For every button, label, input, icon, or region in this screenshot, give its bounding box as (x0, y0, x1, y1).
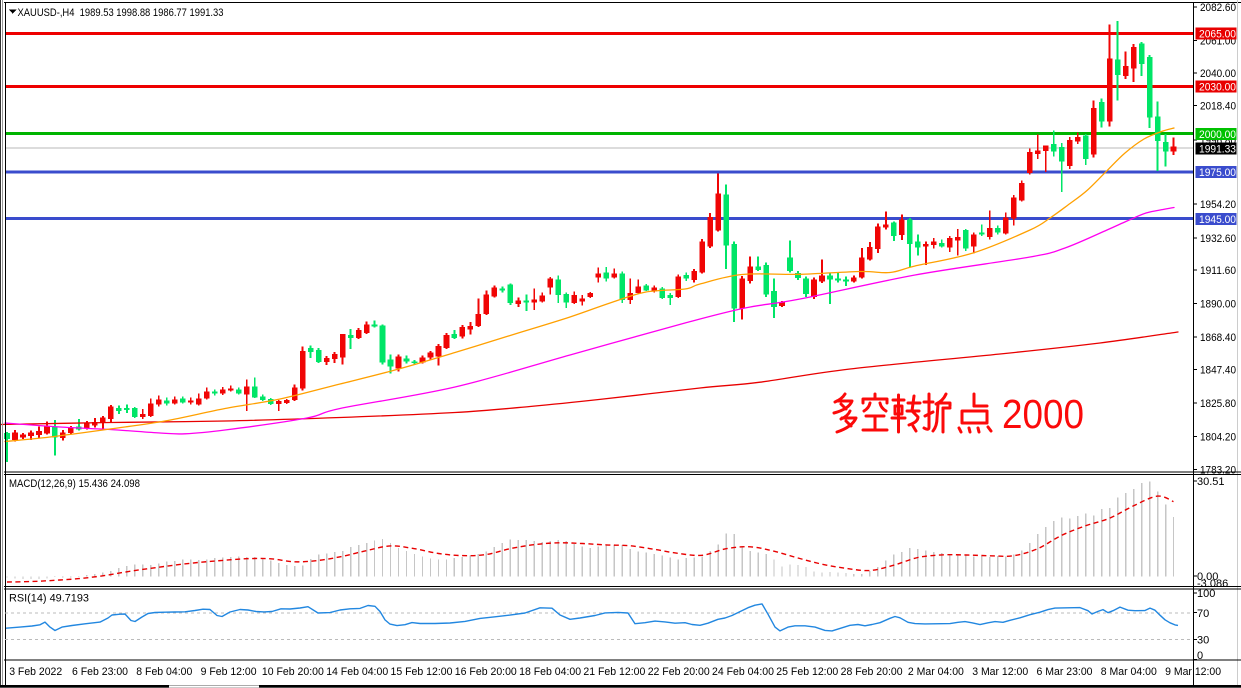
svg-text:28 Feb 20:00: 28 Feb 20:00 (841, 666, 903, 678)
svg-text:1868.40: 1868.40 (1200, 332, 1236, 344)
svg-text:22 Feb 20:00: 22 Feb 20:00 (648, 666, 710, 678)
svg-text:0.00: 0.00 (1197, 571, 1218, 583)
svg-text:8 Feb 04:00: 8 Feb 04:00 (136, 666, 192, 678)
svg-text:1911.60: 1911.60 (1200, 265, 1236, 277)
svg-text:2000.00: 2000.00 (1199, 129, 1236, 141)
svg-text:1954.20: 1954.20 (1200, 199, 1236, 211)
svg-text:2000: 2000 (1002, 391, 1084, 437)
svg-text:70: 70 (1197, 608, 1209, 620)
svg-text:14 Feb 04:00: 14 Feb 04:00 (326, 666, 388, 678)
svg-text:8 Mar 04:00: 8 Mar 04:00 (1101, 666, 1157, 678)
svg-text:XAUUSD-,H4 1989.53 1998.88 19: XAUUSD-,H4 1989.53 1998.88 1986.77 1991.… (18, 7, 224, 19)
svg-text:1804.20: 1804.20 (1200, 431, 1236, 443)
svg-text:24 Feb 04:00: 24 Feb 04:00 (712, 666, 774, 678)
svg-text:15 Feb 12:00: 15 Feb 12:00 (391, 666, 453, 678)
svg-text:25 Feb 12:00: 25 Feb 12:00 (776, 666, 838, 678)
svg-text:1975.00: 1975.00 (1199, 167, 1236, 179)
svg-text:16 Feb 20:00: 16 Feb 20:00 (455, 666, 517, 678)
svg-text:0: 0 (1197, 650, 1203, 662)
svg-text:1932.60: 1932.60 (1200, 233, 1236, 245)
svg-text:1945.00: 1945.00 (1199, 214, 1236, 226)
svg-text:2018.40: 2018.40 (1200, 100, 1236, 112)
svg-text:3 Mar 12:00: 3 Mar 12:00 (972, 666, 1028, 678)
svg-text:18 Feb 04:00: 18 Feb 04:00 (519, 666, 581, 678)
svg-text:-3.086: -3.086 (1197, 578, 1228, 590)
svg-text:2 Mar 04:00: 2 Mar 04:00 (908, 666, 964, 678)
svg-text:2040.00: 2040.00 (1200, 68, 1236, 80)
svg-text:1783.20: 1783.20 (1200, 464, 1236, 476)
svg-text:9 Mar 12:00: 9 Mar 12:00 (1165, 666, 1221, 678)
svg-text:9 Feb 12:00: 9 Feb 12:00 (201, 666, 257, 678)
svg-text:6 Feb 23:00: 6 Feb 23:00 (72, 666, 128, 678)
svg-text:2065.00: 2065.00 (1199, 28, 1236, 40)
svg-text:1991.33: 1991.33 (1199, 143, 1236, 155)
svg-text:6 Mar 23:00: 6 Mar 23:00 (1037, 666, 1093, 678)
svg-text:30: 30 (1197, 634, 1209, 646)
svg-text:2030.00: 2030.00 (1199, 81, 1236, 93)
svg-text:RSI(14) 49.7193: RSI(14) 49.7193 (9, 593, 89, 605)
svg-text:MACD(12,26,9) 15.436 24.098: MACD(12,26,9) 15.436 24.098 (9, 478, 140, 490)
svg-text:2082.60: 2082.60 (1200, 2, 1236, 14)
svg-text:10 Feb 20:00: 10 Feb 20:00 (262, 666, 324, 678)
svg-text:1890.00: 1890.00 (1200, 299, 1236, 311)
svg-text:1847.40: 1847.40 (1200, 365, 1236, 377)
svg-text:3 Feb 2022: 3 Feb 2022 (9, 666, 62, 678)
svg-text:100: 100 (1197, 588, 1215, 600)
svg-text:30.51: 30.51 (1197, 476, 1225, 488)
svg-text:1825.80: 1825.80 (1200, 398, 1236, 410)
svg-text:21 Feb 12:00: 21 Feb 12:00 (583, 666, 645, 678)
